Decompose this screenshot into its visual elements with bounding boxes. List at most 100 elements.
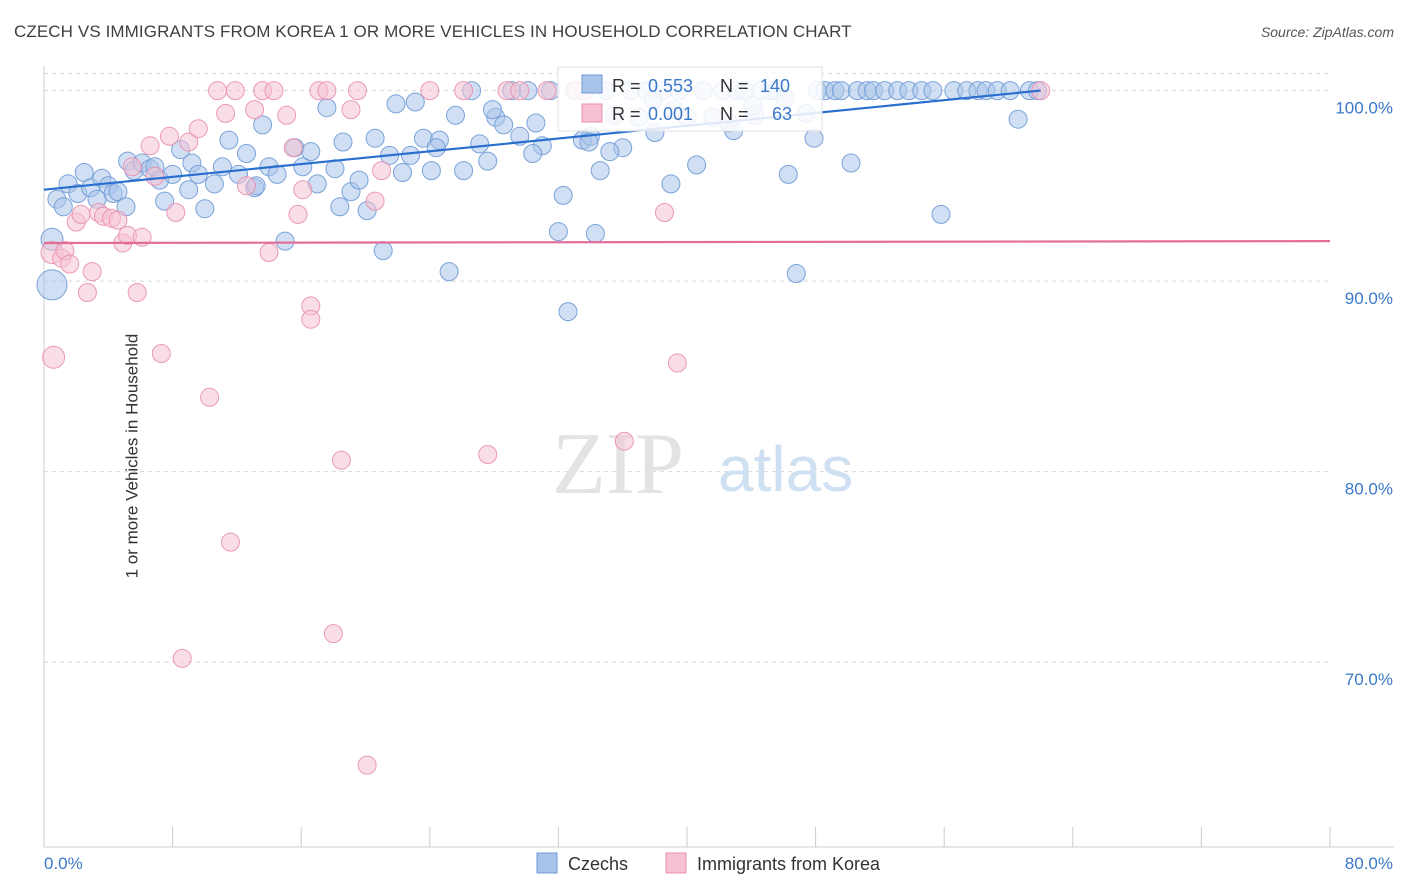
korea-point-26	[200, 387, 220, 407]
korea-point-37	[283, 138, 303, 158]
korea-point-53	[478, 445, 498, 464]
czechs-point-108	[841, 153, 861, 173]
czechs-point-38	[293, 157, 313, 177]
korea-point-1	[42, 345, 66, 369]
korea-stats-swatch	[581, 103, 603, 123]
czechs-point-61	[470, 134, 490, 154]
czechs-point-41	[317, 98, 337, 118]
y-tick-label-1: 80.0%	[1345, 480, 1393, 499]
legend-swatch-czechs	[536, 852, 558, 874]
legend-item-korea[interactable]: Immigrants from Korea	[665, 852, 881, 874]
korea-point-50	[372, 161, 392, 181]
czechs-point-36	[275, 231, 295, 251]
korea-point-30	[225, 81, 245, 101]
czechs-point-39	[301, 142, 321, 162]
korea-point-45	[331, 450, 351, 470]
korea-point-43	[317, 81, 337, 101]
korea-point-19	[145, 166, 165, 186]
legend-label-czechs: Czechs	[568, 854, 628, 874]
czechs-point-77	[585, 224, 605, 243]
czechs-r-label: R =	[612, 76, 641, 96]
czechs-point-128	[600, 142, 620, 162]
y-tick-label-2: 90.0%	[1345, 289, 1393, 308]
korea-point-29	[221, 532, 240, 552]
korea-point-16	[127, 283, 147, 302]
czechs-point-71	[548, 222, 568, 242]
watermark-zip: ZIP	[552, 416, 684, 513]
czechs-point-87	[661, 174, 681, 194]
korea-point-21	[159, 126, 179, 146]
source-credit: Source: ZipAtlas.com	[1260, 24, 1394, 40]
korea-trend-line	[43, 240, 1331, 245]
czechs-point-90	[687, 155, 707, 175]
czechs-point-21	[163, 164, 183, 184]
czechs-point-124	[1008, 109, 1028, 129]
korea-n-value: 63	[772, 104, 792, 124]
czechs-point-55	[421, 161, 441, 181]
czechs-point-62	[478, 151, 498, 171]
czechs-point-53	[405, 92, 425, 112]
czechs-point-31	[237, 144, 256, 163]
korea-point-61	[667, 353, 687, 373]
czechs-point-26	[195, 199, 215, 219]
korea-point-31	[237, 176, 256, 196]
korea-r-value: 0.001	[648, 104, 693, 124]
trend-lines	[43, 89, 1331, 245]
czechs-point-3	[53, 197, 73, 217]
korea-point-55	[510, 81, 530, 101]
czechs-point-64	[494, 115, 514, 135]
czechs-point-58	[446, 105, 465, 125]
korea-points	[40, 81, 1051, 775]
czechs-point-66	[510, 126, 530, 146]
korea-point-49	[365, 191, 385, 211]
czechs-point-73	[558, 302, 578, 322]
gridlines	[44, 72, 1330, 663]
korea-point-44	[323, 624, 343, 644]
czechs-point-78	[590, 161, 610, 181]
x-tick-label-max: 80.0%	[1345, 854, 1393, 873]
chart-title: CZECH VS IMMIGRANTS FROM KOREA 1 OR MORE…	[14, 22, 852, 41]
czechs-point-50	[386, 94, 406, 114]
legend-item-czechs[interactable]: Czechs	[536, 852, 628, 874]
korea-point-32	[245, 100, 265, 120]
korea-point-52	[454, 81, 474, 101]
czechs-r-value: 0.553	[648, 76, 693, 96]
korea-point-4	[60, 254, 80, 274]
czechs-point-20	[155, 191, 175, 211]
stats-box: R = 0.553 N = 140 R = 0.001 N = 63	[557, 66, 823, 132]
korea-point-22	[166, 203, 186, 222]
legend: Czechs Immigrants from Korea	[536, 852, 881, 874]
korea-point-34	[259, 243, 279, 262]
czechs-point-68	[526, 113, 546, 133]
czechs-point-102	[786, 264, 806, 283]
czechs-point-136	[330, 197, 350, 217]
czechs-point-138	[483, 100, 502, 120]
y-tick-labels: 70.0% 80.0% 90.0% 100.0%	[1335, 99, 1393, 690]
czechs-point-23	[179, 180, 199, 200]
korea-r-label: R =	[612, 104, 641, 124]
korea-point-24	[179, 132, 199, 152]
watermark-atlas: atlas	[718, 433, 853, 505]
korea-point-51	[420, 81, 440, 101]
czechs-point-107	[831, 81, 851, 101]
korea-point-8	[82, 262, 102, 282]
czechs-point-48	[373, 241, 393, 261]
korea-point-59	[614, 431, 634, 451]
czechs-point-0	[36, 269, 68, 301]
korea-point-7	[77, 283, 97, 302]
korea-point-47	[348, 81, 367, 101]
czechs-point-139	[523, 144, 543, 163]
x-tick-label-min: 0.0%	[44, 854, 83, 873]
czechs-point-117	[931, 204, 951, 224]
korea-point-20	[151, 344, 171, 363]
legend-label-korea: Immigrants from Korea	[697, 854, 881, 874]
czechs-trend-line	[43, 89, 1041, 191]
czechs-point-33	[253, 115, 273, 135]
czechs-point-29	[219, 130, 239, 150]
czechs-point-137	[426, 138, 446, 158]
korea-point-28	[216, 103, 236, 123]
y-tick-label-0: 70.0%	[1345, 670, 1393, 689]
legend-swatch-korea	[665, 852, 687, 874]
korea-point-56	[537, 81, 557, 101]
